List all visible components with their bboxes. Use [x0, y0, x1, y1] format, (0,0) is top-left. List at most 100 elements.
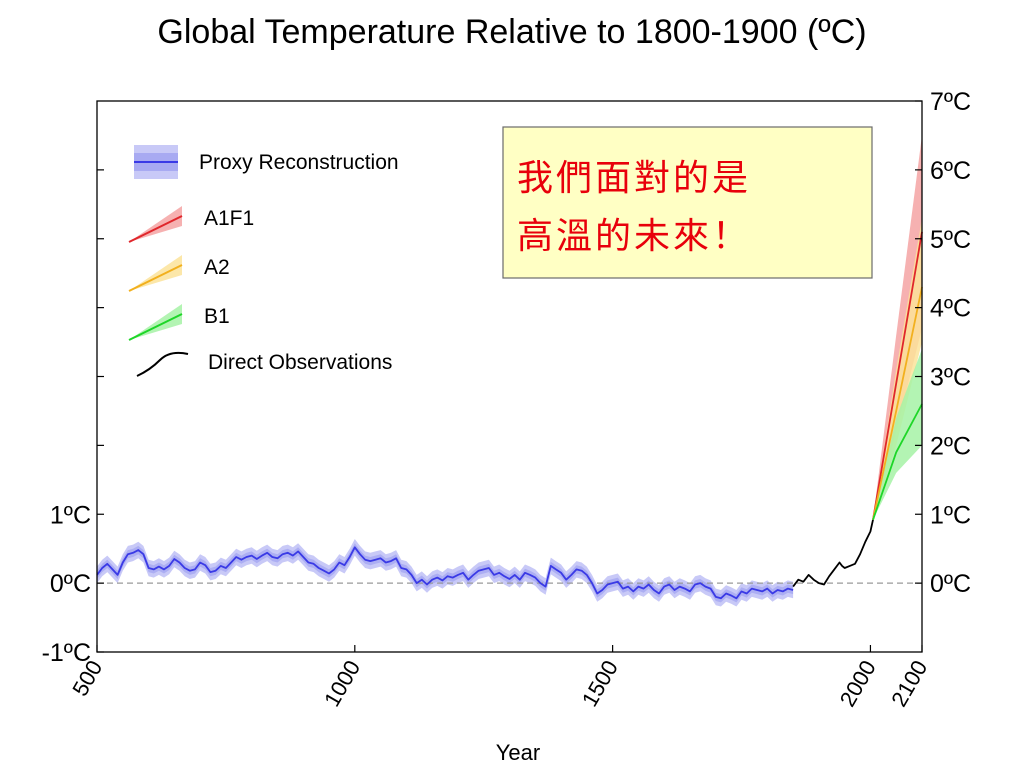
direct-observations-point [803, 581, 804, 582]
proxy-reconstruction-point [514, 574, 515, 575]
proxy-reconstruction-point [200, 562, 201, 563]
proxy-reconstruction-point [138, 550, 139, 551]
direct-observations-point [808, 574, 809, 575]
proxy-reconstruction-point [576, 569, 577, 570]
proxy-reconstruction-point [236, 556, 237, 557]
legend-swatch-line [128, 215, 183, 243]
proxy-reconstruction-inner-band [97, 543, 794, 603]
series-lines [96, 231, 923, 600]
right-y-tick-label: 5ºC [930, 226, 971, 254]
direct-observations-point [823, 584, 824, 585]
proxy-reconstruction-point [133, 552, 134, 553]
proxy-reconstruction-point [127, 554, 128, 555]
left-y-tick-label: -1ºC [42, 639, 91, 667]
proxy-reconstruction-point [411, 574, 412, 575]
a1f1-line [872, 231, 923, 520]
proxy-reconstruction-point [318, 567, 319, 568]
proxy-reconstruction-point [648, 584, 649, 585]
proxy-reconstruction-point [550, 565, 551, 566]
proxy-reconstruction-point [370, 561, 371, 562]
proxy-reconstruction-point [277, 558, 278, 559]
direct-observations-point [870, 531, 871, 532]
proxy-reconstruction-point [695, 584, 696, 585]
b1-point [896, 452, 897, 453]
proxy-reconstruction-point [571, 574, 572, 575]
proxy-reconstruction-point [597, 593, 598, 594]
proxy-reconstruction-point [292, 555, 293, 556]
legend-item-a1f1: A1F1 [128, 206, 254, 243]
direct-observations-point [818, 583, 819, 584]
legend-label: A2 [204, 256, 230, 279]
a2-line [872, 286, 923, 520]
proxy-reconstruction-point [566, 579, 567, 580]
direct-observations-point [839, 562, 840, 563]
proxy-reconstruction-point [658, 593, 659, 594]
proxy-reconstruction-point [540, 583, 541, 584]
b1-band [873, 348, 922, 520]
right-y-tick-label: 3ºC [930, 364, 971, 392]
proxy-reconstruction-point [143, 554, 144, 555]
x-tick-label: 1000 [319, 656, 365, 711]
legend-swatch-band [129, 255, 182, 291]
proxy-reconstruction-point [478, 570, 479, 571]
proxy-reconstruction-point [102, 567, 103, 568]
proxy-reconstruction-point [767, 588, 768, 589]
proxy-reconstruction-point [406, 569, 407, 570]
direct-observations-point [860, 554, 861, 555]
proxy-reconstruction-point [628, 586, 629, 587]
proxy-reconstruction-point [194, 569, 195, 570]
direct-observations-point [865, 541, 866, 542]
proxy-reconstruction-point [158, 566, 159, 567]
legend-item-b1: B1 [128, 304, 230, 341]
proxy-reconstruction-point [602, 589, 603, 590]
proxy-reconstruction-point [607, 584, 608, 585]
proxy-reconstruction-point [581, 570, 582, 571]
direct-observations-point [829, 576, 830, 577]
proxy-reconstruction-point [457, 574, 458, 575]
proxy-reconstruction-point [633, 591, 634, 592]
proxy-reconstruction-point [669, 584, 670, 585]
proxy-reconstruction-point [591, 583, 592, 584]
proxy-reconstruction-point [122, 562, 123, 563]
a2-point [896, 410, 897, 411]
proxy-reconstruction-point [561, 572, 562, 573]
proxy-reconstruction-point [359, 554, 360, 555]
proxy-reconstruction-point [684, 588, 685, 589]
proxy-reconstruction-point [432, 579, 433, 580]
proxy-reconstruction-point [726, 593, 727, 594]
proxy-reconstruction-point [313, 563, 314, 564]
proxy-reconstruction-point [169, 565, 170, 566]
proxy-reconstruction-point [184, 567, 185, 568]
proxy-reconstruction-point [261, 555, 262, 556]
proxy-reconstruction-point [638, 586, 639, 587]
proxy-reconstruction-point [664, 586, 665, 587]
direct-observations-point [849, 565, 850, 566]
proxy-reconstruction-point [107, 563, 108, 564]
proxy-reconstruction-point [736, 598, 737, 599]
x-tick-label: 2000 [835, 656, 881, 711]
proxy-reconstruction-point [488, 567, 489, 568]
proxy-reconstruction-point [339, 562, 340, 563]
proxy-reconstruction-point [426, 584, 427, 585]
x-axis-label: Year [496, 740, 540, 765]
proxy-reconstruction-point [751, 588, 752, 589]
left-y-tick-label: 1ºC [50, 501, 91, 529]
direct-observations-point [854, 563, 855, 564]
direct-observations-line [792, 519, 874, 588]
proxy-reconstruction-point [328, 573, 329, 574]
proxy-reconstruction-point [689, 591, 690, 592]
proxy-reconstruction-point [148, 567, 149, 568]
proxy-reconstruction-point [700, 583, 701, 584]
proxy-reconstruction-point [622, 588, 623, 589]
x-tick-label: 1500 [577, 656, 623, 711]
proxy-reconstruction-point [679, 586, 680, 587]
proxy-reconstruction-point [452, 577, 453, 578]
proxy-reconstruction-point [396, 558, 397, 559]
b1-line [872, 403, 923, 521]
proxy-reconstruction-point [473, 574, 474, 575]
proxy-reconstruction-point [710, 588, 711, 589]
legend-item-proxy-reconstruction: Proxy Reconstruction [134, 145, 399, 179]
proxy-reconstruction-point [535, 577, 536, 578]
